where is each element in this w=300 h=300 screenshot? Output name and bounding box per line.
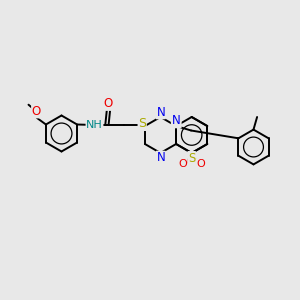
Text: S: S xyxy=(138,117,146,130)
Text: N: N xyxy=(156,106,165,119)
Text: N: N xyxy=(172,114,181,128)
Text: O: O xyxy=(32,105,41,118)
Text: NH: NH xyxy=(86,120,103,130)
Text: S: S xyxy=(188,152,195,165)
Text: O: O xyxy=(104,97,113,110)
Text: O: O xyxy=(196,159,205,169)
Text: N: N xyxy=(156,151,165,164)
Text: O: O xyxy=(178,159,187,169)
Text: N: N xyxy=(171,115,180,128)
